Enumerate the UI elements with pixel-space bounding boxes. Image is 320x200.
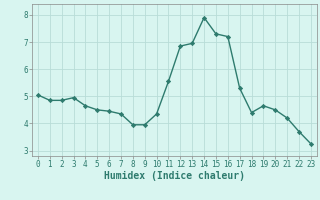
X-axis label: Humidex (Indice chaleur): Humidex (Indice chaleur) — [104, 171, 245, 181]
